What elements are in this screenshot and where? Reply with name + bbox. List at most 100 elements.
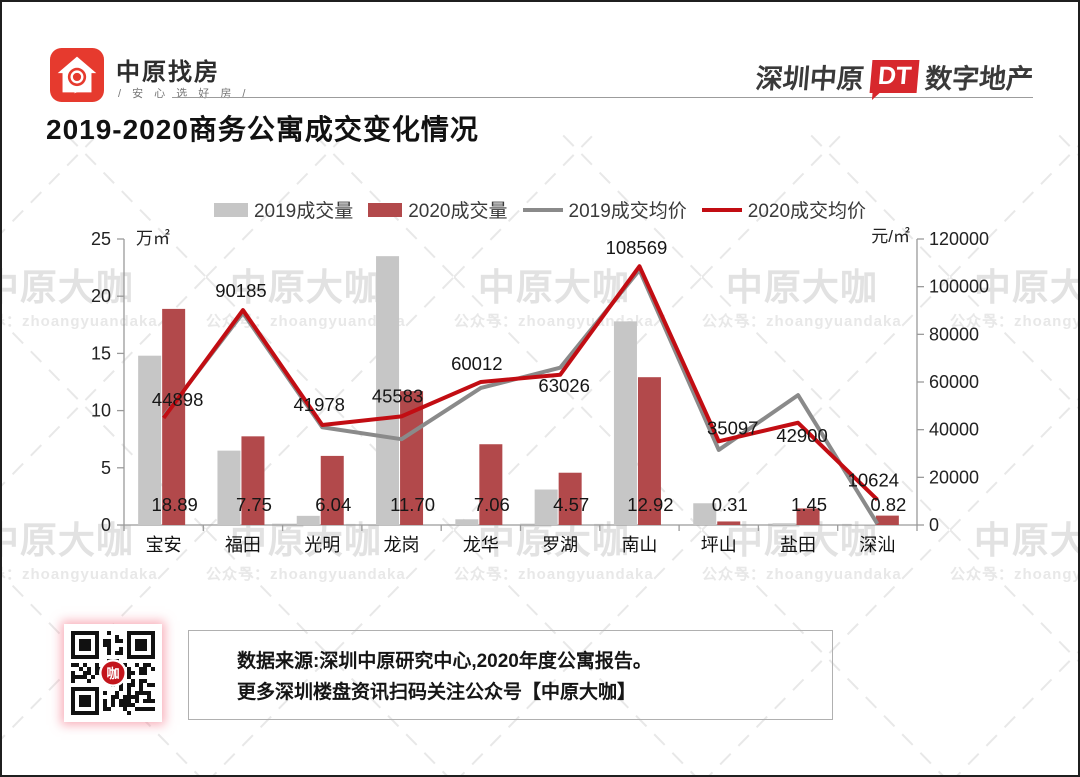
svg-text:12.92: 12.92 — [627, 494, 673, 515]
svg-text:咖: 咖 — [106, 666, 119, 681]
line-2020 — [162, 264, 879, 502]
svg-text:元/㎡: 元/㎡ — [871, 227, 910, 246]
svg-text:7.06: 7.06 — [474, 494, 510, 515]
qr-code: 咖 — [64, 624, 162, 722]
svg-text:4.57: 4.57 — [553, 494, 589, 515]
axes: 0 5 10 15 20 25 0 20000 40000 60000 80000 100000 120… — [91, 227, 989, 535]
watermark: 中原大咖公众号：zhoangyuandaka — [702, 269, 902, 331]
watermark-small: 公众号：zhoangyuandaka — [950, 313, 1080, 330]
svg-text:1.45: 1.45 — [791, 494, 827, 515]
watermark-big: 中原大咖 — [477, 520, 630, 561]
svg-text:6.04: 6.04 — [315, 494, 351, 515]
header: 中原找房 / 安 心 选 好 房 / 深圳中原 DT 数字地产 — [2, 2, 1078, 102]
watermark: 中原大咖公众号：zhoangyuandaka — [206, 520, 406, 584]
footer: 咖 数据来源:深圳中原研究中心,2020年度公寓报告。 更多深圳楼盘资讯扫码关注… — [2, 612, 1078, 742]
svg-text:0.31: 0.31 — [712, 494, 748, 515]
line-2019 — [162, 267, 880, 525]
watermark-small: 公众号：zhoangyuandaka — [454, 566, 654, 583]
svg-text:60000: 60000 — [929, 372, 979, 392]
svg-text:42900: 42900 — [776, 425, 827, 446]
svg-text:5: 5 — [101, 458, 111, 478]
svg-text:光明: 光明 — [304, 535, 340, 555]
svg-text:0: 0 — [101, 515, 111, 535]
watermark-small: 公众号：zhoangyuandaka — [702, 566, 902, 583]
legend-item: 2019成交均价 — [522, 196, 687, 223]
svg-text:20000: 20000 — [929, 467, 979, 487]
svg-text:罗湖: 罗湖 — [542, 535, 578, 555]
svg-text:120000: 120000 — [929, 229, 989, 249]
combo-chart: 0 5 10 15 20 25 0 20000 40000 60000 80000 100000 120… — [91, 227, 989, 555]
svg-text:25: 25 — [91, 229, 111, 249]
svg-text:20: 20 — [91, 286, 111, 306]
svg-text:宝安: 宝安 — [146, 535, 182, 555]
svg-text:18.89: 18.89 — [152, 494, 198, 515]
legend-swatch-bar-icon — [368, 202, 403, 217]
x-axis-labels: 宝安 福田 光明 龙岗 龙华 罗湖 南山 坪山 盐田 深汕 — [146, 535, 896, 555]
right-brand-part1: 深圳中原 — [754, 64, 865, 94]
legend-item: 2019成交量 — [213, 196, 354, 223]
right-brand: 深圳中原 DT 数字地产 — [754, 57, 1035, 96]
svg-text:40000: 40000 — [929, 420, 979, 440]
volume-labels: 18.89 7.75 6.04 11.70 7.06 4.57 12.92 0.31 1.45 0… — [152, 494, 907, 515]
watermark: 中原大咖公众号：zhoangyuandaka — [702, 520, 902, 584]
watermark: 中原大咖公众号：zhoangyuandaka — [454, 520, 654, 584]
legend-label: 2020成交均价 — [747, 201, 867, 222]
legend-swatch-bar-icon — [213, 202, 248, 217]
watermark-big: 中原大咖 — [229, 520, 382, 561]
svg-text:90185: 90185 — [215, 280, 266, 301]
watermark-big: 中原大咖 — [973, 520, 1078, 561]
svg-text:11.70: 11.70 — [390, 494, 435, 515]
svg-text:80000: 80000 — [929, 324, 979, 344]
svg-text:0: 0 — [929, 515, 939, 535]
legend-label: 2019成交量 — [253, 201, 354, 222]
legend-label: 2020成交量 — [408, 201, 508, 222]
svg-text:35097: 35097 — [707, 417, 758, 438]
watermark-big: 中原大咖 — [477, 267, 630, 308]
source-box: 数据来源:深圳中原研究中心,2020年度公寓报告。 更多深圳楼盘资讯扫码关注公众… — [188, 630, 833, 720]
watermark-big: 中原大咖 — [2, 520, 134, 561]
svg-text:南山: 南山 — [621, 535, 657, 555]
page-title: 2019-2020商务公寓成交变化情况 — [46, 114, 479, 145]
svg-text:坪山: 坪山 — [701, 535, 737, 555]
watermark-small: 公众号：zhoangyuandaka — [702, 313, 902, 330]
right-brand-part2: 数字地产 — [923, 64, 1035, 94]
svg-text:60012: 60012 — [451, 353, 502, 374]
svg-text:福田: 福田 — [225, 535, 261, 555]
brand-tagline: / 安 心 选 好 房 / — [118, 88, 250, 100]
svg-text:63026: 63026 — [538, 375, 589, 396]
legend-item: 2020成交量 — [368, 196, 508, 223]
dt-badge: DT — [869, 60, 920, 93]
svg-text:7.75: 7.75 — [236, 494, 272, 515]
svg-text:深汕: 深汕 — [859, 535, 895, 555]
svg-text:10: 10 — [91, 401, 111, 421]
legend-swatch-line-icon — [522, 207, 563, 212]
watermark-big: 中原大咖 — [229, 267, 382, 308]
svg-text:45583: 45583 — [372, 385, 423, 406]
svg-text:龙岗: 龙岗 — [384, 535, 420, 555]
bars-2019 — [138, 256, 875, 525]
svg-text:41978: 41978 — [294, 394, 345, 415]
bars-2020 — [162, 308, 899, 525]
price-labels: 44898 90185 41978 45583 60012 63026 108569 3509… — [152, 237, 899, 490]
chart-legend: 2019成交量 2020成交量 2019成交均价 2020成交均价 — [2, 196, 1078, 223]
svg-text:0.82: 0.82 — [870, 494, 906, 515]
svg-text:108569: 108569 — [606, 237, 668, 258]
svg-text:盐田: 盐田 — [780, 535, 816, 555]
zhongyuan-logo-icon — [50, 48, 104, 102]
watermark-big: 中原大咖 — [725, 520, 878, 561]
watermark-small: 公众号：zhoangyuandaka — [2, 313, 158, 330]
svg-text:万㎡: 万㎡ — [136, 229, 170, 248]
svg-text:44898: 44898 — [152, 389, 203, 410]
chart-area: 0 5 10 15 20 25 0 20000 40000 60000 80000 100000 120… — [2, 182, 1078, 602]
legend-label: 2019成交均价 — [568, 201, 687, 222]
brand-name: 中原找房 — [116, 59, 220, 86]
source-line1: 数据来源:深圳中原研究中心,2020年度公寓报告。 — [237, 651, 652, 672]
svg-text:10624: 10624 — [848, 470, 899, 491]
watermark-big: 中原大咖 — [2, 267, 134, 308]
legend-swatch-line-icon — [701, 207, 742, 212]
watermark-small: 公众号：zhoangyuandaka — [2, 566, 158, 583]
watermark-small: 公众号：zhoangyuandaka — [950, 566, 1080, 583]
svg-text:15: 15 — [91, 343, 111, 363]
watermark-big: 中原大咖 — [973, 267, 1078, 308]
